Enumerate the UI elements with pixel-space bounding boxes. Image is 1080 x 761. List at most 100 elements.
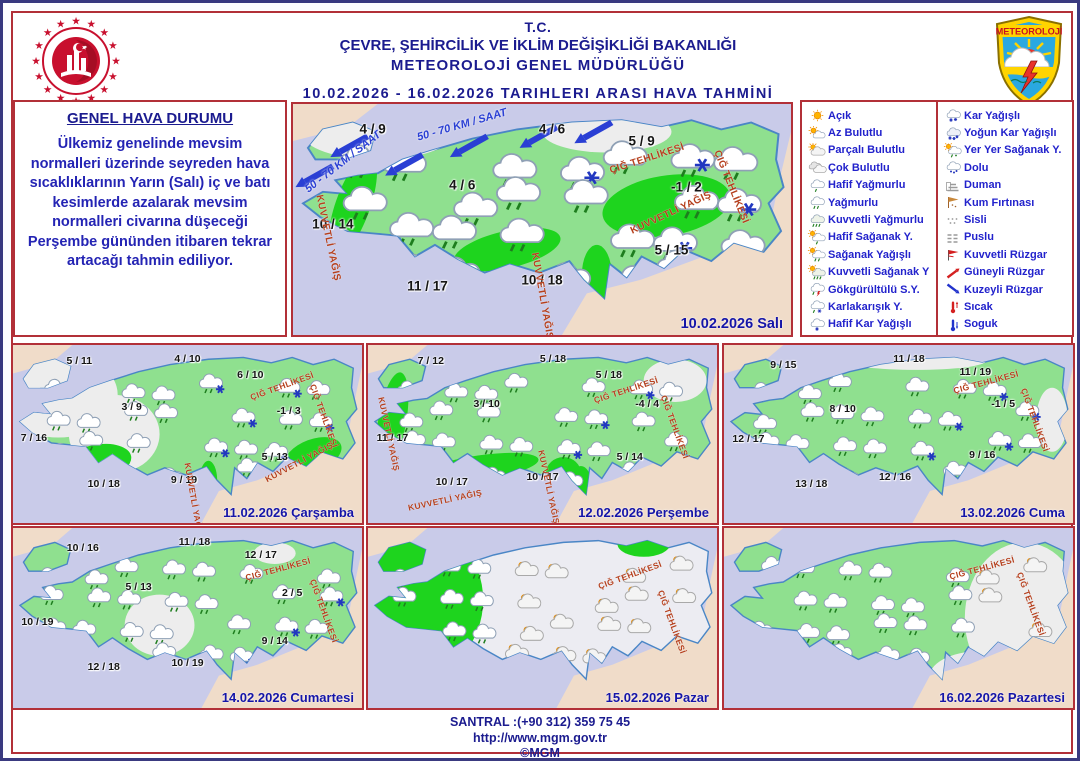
temperature-label: 10 / 19 [171,657,204,669]
local-shower-icon [943,141,964,158]
temperature-label: 9 / 19 [170,474,198,487]
footer-phone: SANTRAL :(+90 312) 359 75 45 [449,715,631,729]
legend-item: Yer Yer Sağanak Y. [943,141,1069,159]
thunder-icon [807,282,828,297]
rain2-icon [807,195,828,210]
svg-text:★: ★ [35,41,44,51]
temperature-label: 11 / 17 [376,431,409,444]
arrow-se-icon [943,282,964,297]
header-line2: ÇEVRE, ŞEHİRCİLİK VE İKLİM DEĞİŞİKLİĞİ B… [339,37,737,54]
temperature-label: 10 / 16 [66,541,99,554]
snow3-icon [943,126,964,141]
legend-item-label: Kuvvetli Rüzgar [964,248,1048,261]
legend-item-label: Kuzeyli Rüzgar [964,283,1043,296]
temperature-label: 5 / 13 [125,581,152,594]
svg-text:★: ★ [87,19,96,29]
svg-text:★: ★ [100,28,109,38]
temperature-label: 5 / 18 [539,353,567,366]
fog-icon [943,213,964,228]
temperature-label: 5 / 15 [654,242,689,258]
temperature-label: 11 / 18 [893,353,925,366]
temperature-label: 5 / 9 [628,133,655,149]
legend-item-label: Yağmurlu [828,196,879,209]
legend-item: Duman [943,177,1069,194]
temperature-label: 9 / 14 [261,635,288,648]
legend-item-label: Dolu [964,161,989,174]
legend-item-label: Sisli [964,214,987,227]
header-line3: METEOROLOJİ GENEL MÜDÜRLÜĞÜ [390,57,686,74]
legend-item: Kar Yağışlı [943,107,1069,124]
temperature-label: 12 / 18 [87,660,120,673]
svg-text:★: ★ [57,93,66,103]
windflag-icon [943,247,964,262]
legend-item: Hafif Yağmurlu [807,177,933,194]
snow1-icon [807,317,828,332]
temperature-label: 6 / 10 [237,369,264,382]
therm-hot-icon [943,299,964,314]
temperature-label: -1 / 5 [991,397,1016,410]
temperature-label: 5 / 13 [261,451,288,464]
map-panel-saturday: 10 / 16 11 / 18 12 / 17 5 / 13 2 / 5 10 / 19 9… [11,526,364,710]
temperature-label: 4 / 10 [174,353,201,366]
temperature-label: 13 / 18 [795,477,828,490]
temperature-label: 10 / 17 [435,476,468,489]
general-situation-title: GENEL HAVA DURUMU [66,110,234,127]
temperature-label: 10 / 14 [312,216,354,232]
legend-item-label: Gökgürültülü S.Y. [828,283,920,296]
hail-icon [943,160,964,175]
temperature-label: 5 / 14 [616,451,643,464]
legend-item: Dolu [943,159,1069,176]
arrow-ne-icon [943,265,964,280]
footer-copyright: ©MGM [520,746,560,761]
legend-item: Puslu [943,229,1069,246]
temperature-label: 11 / 19 [959,365,992,378]
map-panel-wednesday: 5 / 11 4 / 10 6 / 10 3 / 9 -1 / 3 7 / 16 5 / 1… [11,343,364,525]
sun-icon [807,108,828,123]
legend-item: Sağanak Yağışlı [807,246,933,263]
temperature-label: -1 / 2 [671,179,702,195]
ministry-logo-icon: ★★★★★★★★★★★★★★★★ [31,15,121,106]
legend-item-label: Puslu [964,231,994,244]
shower1-icon [807,228,828,245]
temperature-label: -4 / 4 [635,397,660,410]
svg-text:★: ★ [109,71,118,81]
temperature-label: 3 / 9 [121,401,142,414]
general-situation-panel: GENEL HAVA DURUMU Ülkemiz genelinde mevs… [13,100,287,337]
svg-text:★: ★ [32,56,41,66]
legend-item-label: Yer Yer Sağanak Y. [964,144,1062,157]
map-date-label: 12.02.2026 Perşembe [578,505,709,520]
smoke-icon [943,178,964,193]
meteoroloji-logo-text: METEOROLOJİ [996,27,1063,37]
header: ★★★★★★★★★★★★★★★★ T.C. ÇEVRE, ŞEHİRCİLİK … [17,13,1069,107]
legend-item: Sisli [943,211,1069,228]
map-date-label: 16.02.2026 Pazartesi [939,690,1065,705]
temperature-label: -1 / 3 [276,404,301,417]
sand-icon [943,195,964,210]
temperature-label: 2 / 5 [281,586,303,599]
temperature-label: 7 / 16 [20,431,48,444]
legend-item: Az Bulutlu [807,124,933,141]
svg-text:★: ★ [44,28,53,38]
map-panel-sunday: ÇIĞ TEHLİKESİ ÇIĞ TEHLİKESİ 15.02.2026 Paz… [366,526,719,710]
haze-icon [943,230,964,245]
temperature-label: 3 / 10 [473,397,500,410]
legend-column-2: Kar Yağışlı Yoğun Kar Yağışlı Yer Yer Sağa… [936,102,1072,335]
header-line1: T.C. [524,19,552,35]
snow2-icon [943,108,964,123]
legend-item: Hafif Kar Yağışlı [807,316,933,333]
legend-item-label: Sağanak Yağışlı [828,248,911,261]
footer-website: http://www.mgm.gov.tr [472,730,607,745]
sleet-icon [807,299,828,314]
legend-item-label: Güneyli Rüzgar [964,266,1045,279]
sun-cloud-icon [807,125,828,141]
legend-item-label: Kar Yağışlı [964,109,1021,122]
legend-item-label: Hafif Yağmurlu [828,179,906,192]
svg-text:★: ★ [44,84,53,94]
legend-panel: Açık Az Bulutlu Parçalı Bulutlu Çok Bulutlu… [800,100,1074,337]
legend-item-label: Az Bulutlu [828,127,883,140]
legend-item-label: Sıcak [964,300,993,313]
legend-item-label: Soguk [964,318,998,331]
temperature-label: 10 / 18 [87,477,120,490]
legend-column-1: Açık Az Bulutlu Parçalı Bulutlu Çok Bulutlu… [802,102,936,335]
